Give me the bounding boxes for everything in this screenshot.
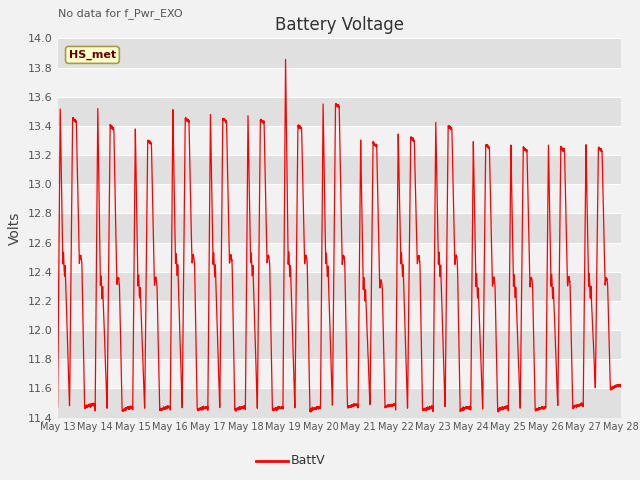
Bar <box>58 388 621 418</box>
Bar <box>58 126 621 155</box>
Bar <box>58 155 621 184</box>
Bar <box>58 330 621 359</box>
Bar <box>58 184 621 214</box>
Bar <box>58 38 621 68</box>
Bar <box>58 359 621 388</box>
Title: Battery Voltage: Battery Voltage <box>275 16 404 34</box>
Bar <box>58 301 621 330</box>
Bar <box>58 214 621 242</box>
Text: No data for f_Pwr_EXO: No data for f_Pwr_EXO <box>58 8 182 19</box>
Y-axis label: Volts: Volts <box>8 211 22 245</box>
Text: BattV: BattV <box>291 454 326 468</box>
Text: HS_met: HS_met <box>69 50 116 60</box>
Bar <box>58 97 621 126</box>
Bar <box>58 272 621 301</box>
Bar <box>58 242 621 272</box>
Bar <box>58 68 621 97</box>
